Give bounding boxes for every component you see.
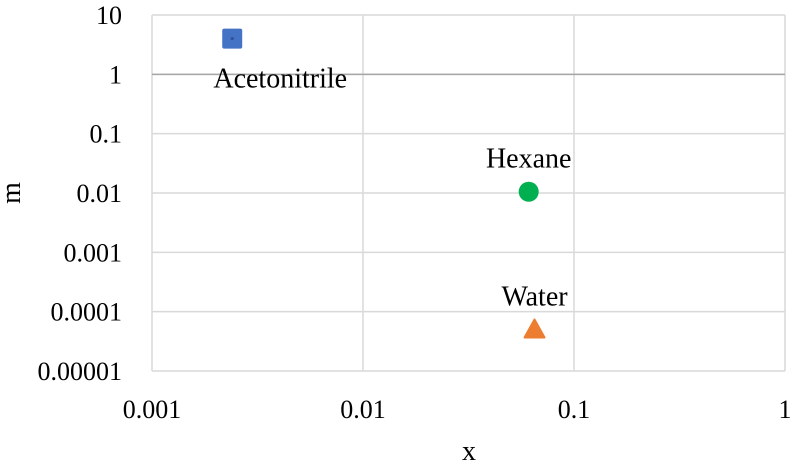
y-tick-label: 10 [96, 1, 122, 30]
x-tick-label: 0.1 [558, 395, 591, 424]
y-tick-label: 0.00001 [38, 357, 123, 386]
point-water [523, 318, 546, 339]
y-tick-label: 1 [109, 60, 122, 89]
square-marker-center [230, 37, 234, 41]
x-tick-label: 0.001 [123, 395, 182, 424]
y-tick-labels: 0.00001 0.0001 0.001 0.01 0.1 1 10 [38, 1, 123, 386]
y-tick-label: 0.0001 [51, 298, 123, 327]
x-tick-label: 0.01 [340, 395, 386, 424]
point-hexane [518, 181, 539, 202]
label-water: Water [501, 282, 568, 313]
y-axis-title: m [0, 182, 27, 204]
y-tick-label: 0.001 [64, 238, 123, 267]
label-acetonitrile: Acetonitrile [213, 64, 347, 95]
grid-lines [151, 14, 786, 372]
x-tick-label: 1 [779, 395, 792, 424]
y-tick-label: 0.01 [77, 179, 123, 208]
x-axis-title: x [462, 436, 476, 464]
y-tick-label: 0.1 [90, 120, 123, 149]
x-tick-labels: 0.001 0.01 0.1 1 [123, 395, 792, 424]
point-labels: Acetonitrile Hexane Water [213, 64, 571, 313]
label-hexane: Hexane [486, 144, 572, 175]
data-points [222, 28, 546, 339]
